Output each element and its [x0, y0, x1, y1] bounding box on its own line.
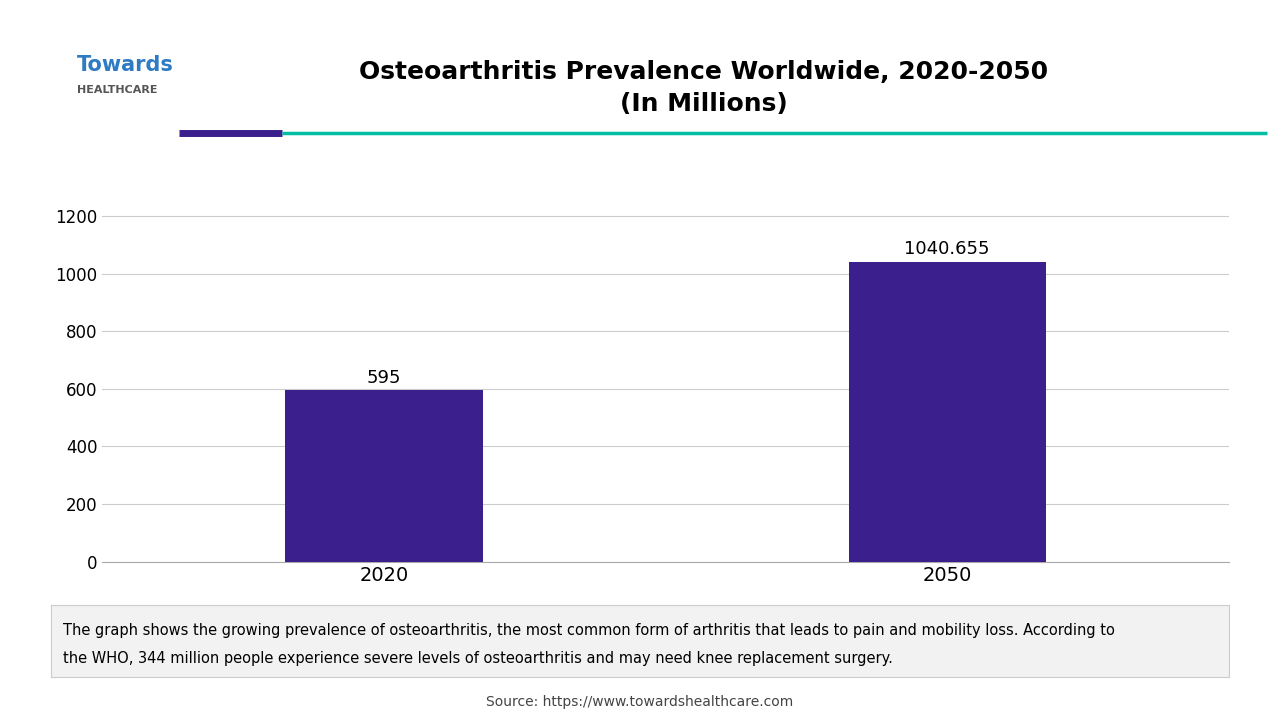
Bar — [285, 390, 483, 562]
Text: (In Millions): (In Millions) — [620, 92, 788, 117]
Text: Towards: Towards — [77, 55, 174, 75]
Text: 1040.655: 1040.655 — [905, 240, 989, 258]
Text: HEALTHCARE: HEALTHCARE — [77, 85, 157, 95]
Text: The graph shows the growing prevalence of osteoarthritis, the most common form o: The graph shows the growing prevalence o… — [63, 623, 1115, 637]
Text: Source: https://www.towardshealthcare.com: Source: https://www.towardshealthcare.co… — [486, 695, 794, 709]
Text: the WHO, 344 million people experience severe levels of osteoarthritis and may n: the WHO, 344 million people experience s… — [63, 652, 893, 666]
Bar — [849, 262, 1046, 562]
Legend: Osteoarthritis Prevalence: Osteoarthritis Prevalence — [536, 626, 795, 657]
Text: 595: 595 — [367, 369, 401, 387]
Text: Osteoarthritis Prevalence Worldwide, 2020-2050: Osteoarthritis Prevalence Worldwide, 202… — [360, 60, 1048, 84]
